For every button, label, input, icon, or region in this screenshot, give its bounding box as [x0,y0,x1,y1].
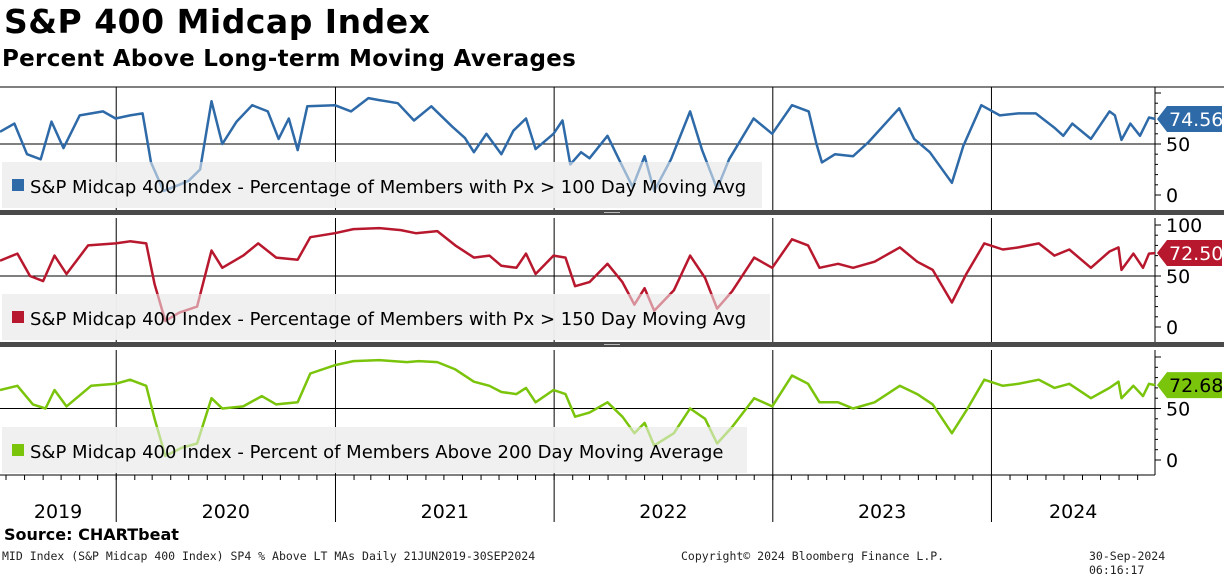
y-tick-label: 0 [1166,450,1178,472]
y-tick-label: 0 [1166,317,1178,339]
legend-veil [2,294,770,340]
y-tick-label: 50 [1166,134,1190,156]
x-tick-label: 2021 [421,501,469,523]
legend-veil [2,427,747,473]
y-tick-label: 0 [1166,185,1178,207]
source-label: Source: CHARTbeat [4,525,179,544]
y-tick-label: 50 [1166,266,1190,288]
footer-description: MID Index (S&P Midcap 400 Index) SP4 % A… [2,549,536,563]
y-tick-label: 100 [1166,215,1202,237]
last-value-badge [1157,372,1222,399]
last-value-label: 72.50 [1169,243,1223,265]
x-tick-label: 2022 [639,501,687,523]
chart-subtitle: Percent Above Long-term Moving Averages [2,46,577,72]
legend-swatch [12,311,24,323]
legend-swatch [12,444,24,456]
x-tick-label: 2023 [858,501,906,523]
last-value-label: 74.56 [1169,109,1223,131]
x-tick-label: 2024 [1049,501,1097,523]
legend-veil [2,162,762,208]
legend-label: S&P Midcap 400 Index - Percentage of Mem… [30,309,746,330]
legend-label: S&P Midcap 400 Index - Percent of Member… [30,442,724,463]
x-tick-label: 2019 [34,501,82,523]
chart-title: S&P 400 Midcap Index [4,2,431,41]
footer-timestamp: 30-Sep-2024 06:16:17 [1089,549,1166,577]
y-tick-label: 50 [1166,399,1190,421]
legend-swatch [12,179,24,191]
last-value-badge [1157,240,1222,267]
x-tick-label: 2020 [202,501,250,523]
footer-copyright: Copyright© 2024 Bloomberg Finance L.P. [681,549,945,563]
legend-label: S&P Midcap 400 Index - Percentage of Mem… [30,177,746,198]
last-value-label: 72.68 [1169,375,1223,397]
last-value-badge [1157,105,1222,132]
